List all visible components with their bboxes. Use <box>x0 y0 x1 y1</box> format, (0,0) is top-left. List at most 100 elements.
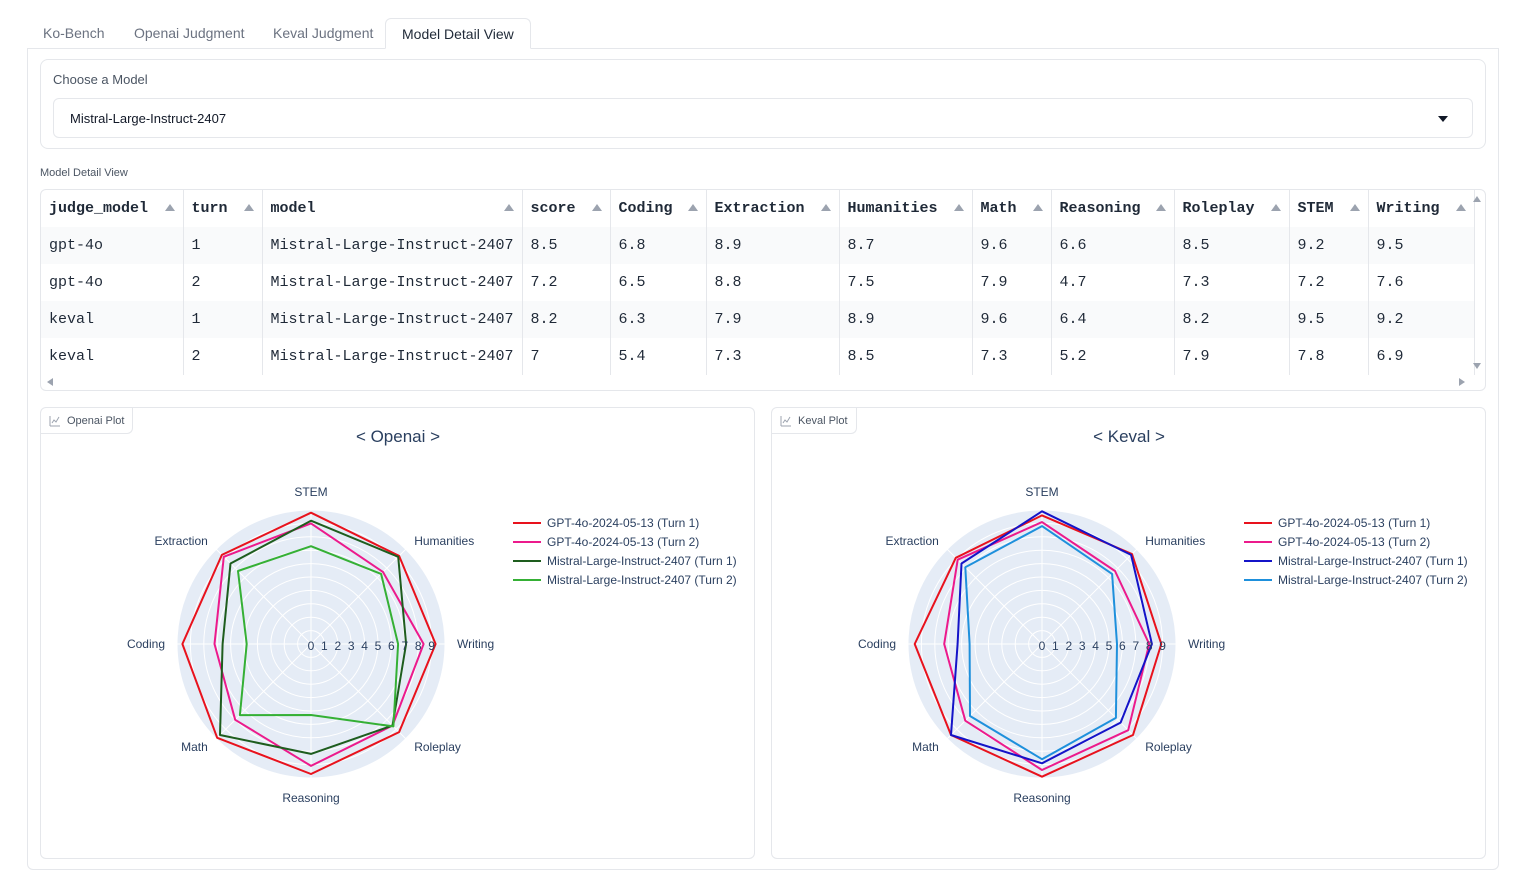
column-header[interactable]: judge_model <box>41 190 184 227</box>
column-header[interactable]: model <box>262 190 523 227</box>
table-cell: 6.6 <box>1051 227 1175 264</box>
openai-plot-card: 0 1 2 3 4 5 6 7 8 9 STEM Humanities Writing Roleplay R… <box>40 407 755 859</box>
table-cell: 4.7 <box>1051 264 1175 301</box>
table-cell: 1 <box>183 301 263 338</box>
table-cell: 7.6 <box>1368 264 1475 301</box>
column-header-label: Writing <box>1376 200 1440 217</box>
polar-spoke <box>215 643 312 740</box>
table-cell: 8.9 <box>839 301 973 338</box>
table-cell: 7.3 <box>972 338 1052 375</box>
column-header-label: Roleplay <box>1182 200 1255 217</box>
legend-entry[interactable]: GPT-4o-2024-05-13 (Turn 1) <box>1278 516 1430 530</box>
table-row[interactable]: gpt-4o 1 Mistral-Large-Instruct-2407 8.5 6.8… <box>41 227 1475 264</box>
table-cell: 6.4 <box>1051 301 1175 338</box>
sort-icon[interactable] <box>1032 204 1043 211</box>
scroll-down-icon[interactable] <box>1473 363 1481 369</box>
scroll-left-icon[interactable] <box>47 378 53 386</box>
table-cell: 6.8 <box>610 227 707 264</box>
table-cell: 9.2 <box>1368 301 1475 338</box>
sort-icon[interactable] <box>1270 204 1281 211</box>
table-cell: 1 <box>183 227 263 264</box>
tab-model-detail-view[interactable]: Model Detail View <box>385 18 531 49</box>
table-row[interactable]: keval 2 Mistral-Large-Instruct-2407 7 5.4 7.3… <box>41 338 1475 375</box>
table-cell: 7.3 <box>1174 264 1290 301</box>
table-cell: Mistral-Large-Instruct-2407 <box>262 338 523 375</box>
legend-entry[interactable]: GPT-4o-2024-05-13 (Turn 2) <box>1278 535 1430 549</box>
column-header[interactable]: Coding <box>610 190 707 227</box>
radial-tick-label: 6 <box>1119 639 1126 653</box>
legend-entry[interactable]: GPT-4o-2024-05-13 (Turn 2) <box>547 535 699 549</box>
chart-title: < Openai > <box>356 427 440 446</box>
category-label: STEM <box>294 485 327 499</box>
keval-radar-chart: 0 1 2 3 4 5 6 7 8 9 STEM Humanities Writing Roleplay R… <box>858 427 1468 805</box>
sort-icon[interactable] <box>1155 204 1166 211</box>
legend-entry[interactable]: Mistral-Large-Instruct-2407 (Turn 1) <box>1278 554 1468 568</box>
tab-ko-bench[interactable]: Ko-Bench <box>43 25 105 41</box>
column-header[interactable]: score <box>522 190 611 227</box>
table-cell: gpt-4o <box>41 227 184 264</box>
column-header[interactable]: Reasoning <box>1051 190 1175 227</box>
plot-badge-label: Keval Plot <box>798 415 848 427</box>
legend-entry[interactable]: Mistral-Large-Instruct-2407 (Turn 2) <box>1278 573 1468 587</box>
column-header-label: Reasoning <box>1059 200 1141 217</box>
scroll-up-icon[interactable] <box>1473 196 1481 202</box>
column-header[interactable]: Extraction <box>706 190 840 227</box>
radial-tick-label: 8 <box>415 639 422 653</box>
column-header[interactable]: Writing <box>1368 190 1475 227</box>
table-cell: 5.4 <box>610 338 707 375</box>
table-cell: 8.5 <box>1174 227 1290 264</box>
sort-icon[interactable] <box>1349 204 1360 211</box>
column-header[interactable]: Math <box>972 190 1052 227</box>
table-label: Model Detail View <box>40 167 128 179</box>
legend-entry[interactable]: Mistral-Large-Instruct-2407 (Turn 2) <box>547 573 737 587</box>
sort-icon[interactable] <box>243 204 254 211</box>
sort-icon[interactable] <box>953 204 964 211</box>
series-line <box>964 525 1118 761</box>
table-cell: 7.3 <box>706 338 840 375</box>
category-label: Math <box>181 740 208 754</box>
series-line <box>913 514 1163 778</box>
sort-icon[interactable] <box>687 204 698 211</box>
radial-tick-label: 8 <box>1146 639 1153 653</box>
legend-entry[interactable]: GPT-4o-2024-05-13 (Turn 1) <box>547 516 699 530</box>
table-cell: 8.5 <box>522 227 611 264</box>
radial-tick-label: 3 <box>348 639 355 653</box>
sort-icon[interactable] <box>503 204 514 211</box>
radial-tick-label: 4 <box>1092 639 1099 653</box>
radial-tick-label: 2 <box>1065 639 1072 653</box>
table-cell: 7.8 <box>1289 338 1369 375</box>
table-cell: 2 <box>183 264 263 301</box>
category-label: Math <box>912 740 939 754</box>
chart-icon <box>49 416 60 427</box>
plot-badge: Keval Plot <box>772 408 857 434</box>
radial-tick-label: 1 <box>1052 639 1059 653</box>
column-header-label: STEM <box>1297 200 1334 217</box>
sort-icon[interactable] <box>820 204 831 211</box>
column-header-label: Math <box>980 200 1017 217</box>
scroll-right-icon[interactable] <box>1459 378 1465 386</box>
table-cell: Mistral-Large-Instruct-2407 <box>262 227 523 264</box>
table-row[interactable]: keval 1 Mistral-Large-Instruct-2407 8.2 6.3 7… <box>41 301 1475 338</box>
category-label: Humanities <box>1145 534 1205 548</box>
table-row[interactable]: gpt-4o 2 Mistral-Large-Instruct-2407 7.2 6.5… <box>41 264 1475 301</box>
column-header[interactable]: STEM <box>1289 190 1369 227</box>
model-select-dropdown[interactable]: Mistral-Large-Instruct-2407 <box>53 98 1473 138</box>
table-cell: keval <box>41 338 184 375</box>
column-header[interactable]: Humanities <box>839 190 973 227</box>
tab-keval-judgment[interactable]: Keval Judgment <box>273 25 374 41</box>
radial-tick-label: 2 <box>334 639 341 653</box>
column-header[interactable]: Roleplay <box>1174 190 1290 227</box>
table-cell: 9.5 <box>1289 301 1369 338</box>
polar-spoke <box>1041 548 1138 645</box>
column-header[interactable]: turn <box>183 190 263 227</box>
table-cell: 7 <box>522 338 611 375</box>
series-line <box>213 522 425 767</box>
tab-openai-judgment[interactable]: Openai Judgment <box>134 25 245 41</box>
sort-icon[interactable] <box>164 204 175 211</box>
caret-down-icon[interactable] <box>1438 116 1448 122</box>
legend-entry[interactable]: Mistral-Large-Instruct-2407 (Turn 1) <box>547 554 737 568</box>
table-cell: 8.7 <box>839 227 973 264</box>
polar-spoke <box>310 643 407 740</box>
sort-icon[interactable] <box>1455 204 1466 211</box>
sort-icon[interactable] <box>591 204 602 211</box>
